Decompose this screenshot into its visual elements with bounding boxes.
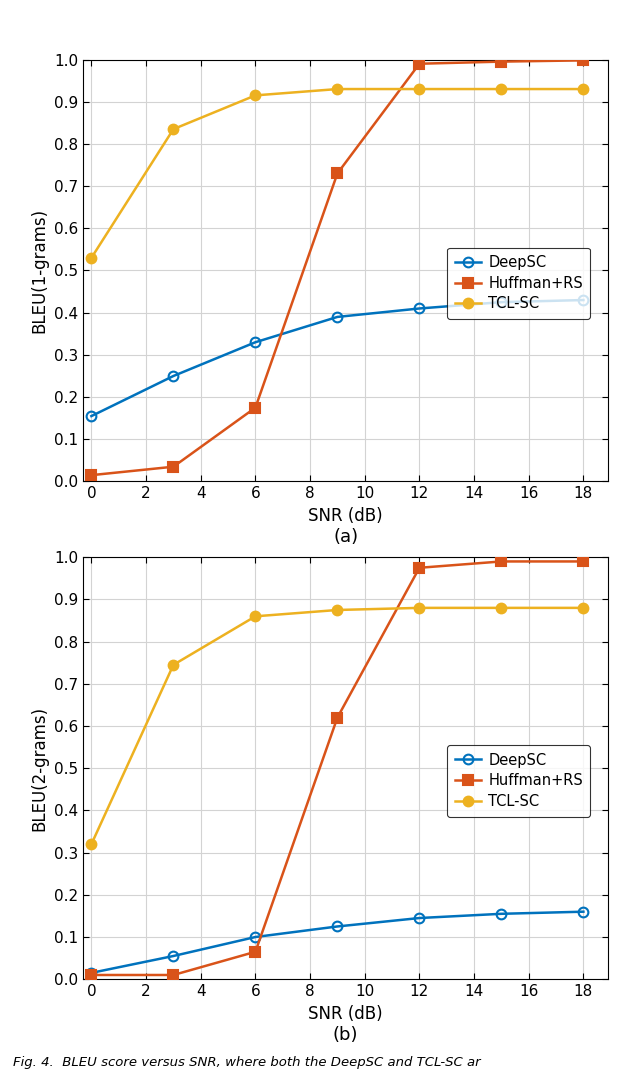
TCL-SC	[580, 82, 588, 95]
Line: Huffman+RS: Huffman+RS	[86, 556, 588, 980]
Line: DeepSC: DeepSC	[86, 295, 588, 421]
Y-axis label: BLEU(1-grams): BLEU(1-grams)	[31, 208, 49, 333]
Huffman+RS	[170, 968, 177, 981]
DeepSC	[333, 920, 341, 933]
TCL-SC	[333, 604, 341, 617]
Huffman+RS	[580, 54, 588, 67]
Text: (b): (b)	[333, 1026, 358, 1044]
TCL-SC	[252, 89, 259, 102]
Huffman+RS	[497, 555, 505, 568]
DeepSC	[580, 293, 588, 306]
TCL-SC	[88, 837, 95, 850]
Huffman+RS	[497, 55, 505, 68]
TCL-SC	[170, 658, 177, 671]
X-axis label: SNR (dB): SNR (dB)	[308, 1004, 383, 1022]
DeepSC	[170, 369, 177, 382]
TCL-SC	[252, 610, 259, 623]
Line: TCL-SC: TCL-SC	[86, 603, 588, 849]
Huffman+RS	[415, 562, 423, 575]
TCL-SC	[497, 602, 505, 615]
Huffman+RS	[252, 401, 259, 414]
Huffman+RS	[88, 968, 95, 981]
TCL-SC	[415, 82, 423, 95]
DeepSC	[497, 295, 505, 308]
Text: (a): (a)	[333, 528, 358, 546]
Legend: DeepSC, Huffman+RS, TCL-SC: DeepSC, Huffman+RS, TCL-SC	[447, 248, 590, 319]
Legend: DeepSC, Huffman+RS, TCL-SC: DeepSC, Huffman+RS, TCL-SC	[447, 745, 590, 817]
TCL-SC	[88, 251, 95, 264]
Line: Huffman+RS: Huffman+RS	[86, 55, 588, 480]
DeepSC	[497, 908, 505, 921]
DeepSC	[252, 335, 259, 348]
DeepSC	[88, 410, 95, 423]
Text: Fig. 4.  BLEU score versus SNR, where both the DeepSC and TCL-SC ar: Fig. 4. BLEU score versus SNR, where bot…	[13, 1056, 481, 1069]
DeepSC	[333, 311, 341, 324]
TCL-SC	[497, 82, 505, 95]
Huffman+RS	[580, 555, 588, 568]
Huffman+RS	[252, 946, 259, 959]
Y-axis label: BLEU(2-grams): BLEU(2-grams)	[31, 705, 49, 831]
TCL-SC	[170, 122, 177, 135]
TCL-SC	[580, 602, 588, 615]
Line: TCL-SC: TCL-SC	[86, 84, 588, 263]
Huffman+RS	[333, 711, 341, 724]
Huffman+RS	[415, 57, 423, 70]
DeepSC	[415, 302, 423, 315]
TCL-SC	[415, 602, 423, 615]
DeepSC	[580, 906, 588, 919]
DeepSC	[88, 966, 95, 979]
DeepSC	[170, 950, 177, 963]
Huffman+RS	[88, 469, 95, 481]
Huffman+RS	[333, 167, 341, 180]
DeepSC	[252, 931, 259, 944]
Huffman+RS	[170, 460, 177, 473]
X-axis label: SNR (dB): SNR (dB)	[308, 506, 383, 525]
DeepSC	[415, 911, 423, 924]
TCL-SC	[333, 82, 341, 95]
Line: DeepSC: DeepSC	[86, 907, 588, 978]
